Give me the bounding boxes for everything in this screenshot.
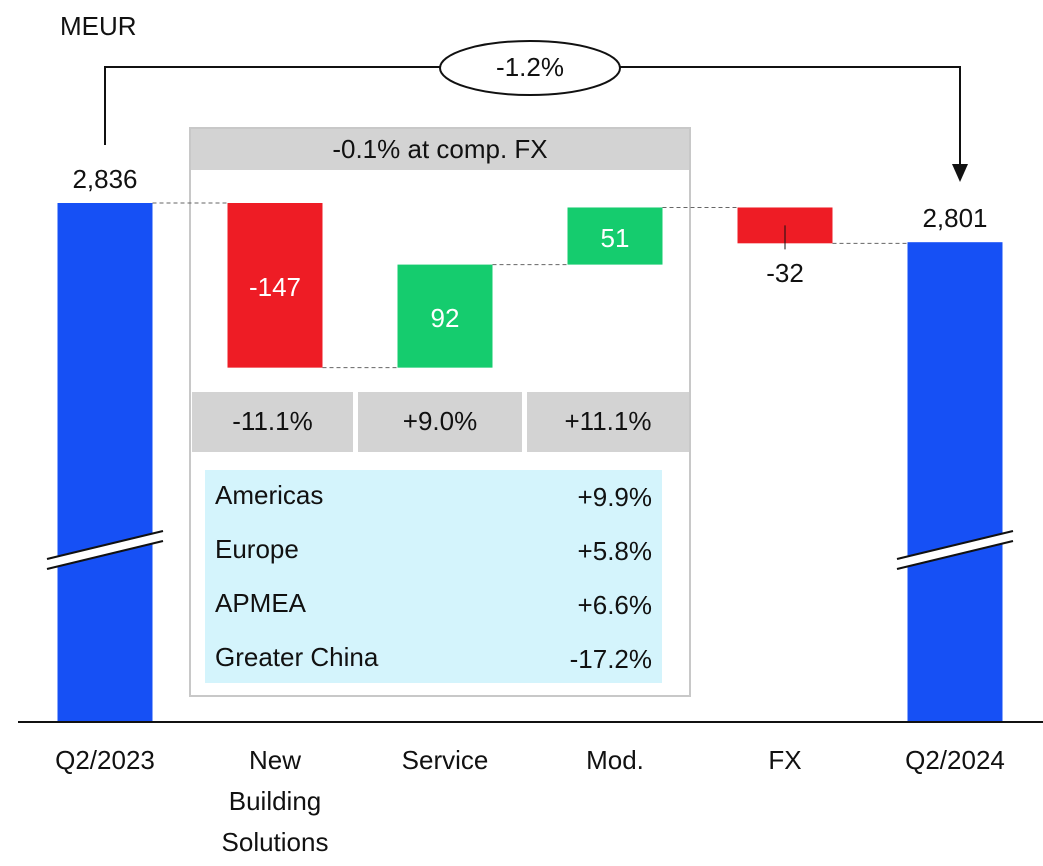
region-change: +6.6% [578, 590, 652, 620]
region-name: Europe [215, 534, 299, 564]
axis-break [897, 531, 1013, 569]
segment-change: -11.1% [232, 406, 312, 436]
value-label: -147 [249, 272, 301, 302]
value-label: 2,801 [922, 203, 987, 233]
segment-cell [527, 392, 689, 452]
region-name: Americas [215, 480, 323, 510]
change-ellipse [439, 40, 621, 96]
comp-fx-change: -0.1% at comp. FX [332, 134, 547, 164]
value-label: 2,836 [72, 164, 137, 194]
axis-break-line [896, 530, 1014, 560]
segment-cell [192, 392, 353, 452]
axis-break-line [896, 540, 1014, 570]
segment-change: +11.1% [565, 406, 652, 436]
region-box [205, 470, 662, 683]
axis-break [47, 531, 163, 569]
value-label: 51 [601, 223, 630, 253]
x-tick-label: Q2/2024 [905, 745, 1005, 775]
value-label: 92 [431, 303, 460, 333]
axis-break-line [46, 540, 164, 570]
x-tick-label: Mod. [586, 745, 644, 775]
value-label: -32 [766, 258, 804, 288]
panel-header [191, 129, 689, 170]
unit-label: MEUR [60, 11, 137, 41]
total-change: -1.2% [496, 52, 564, 82]
arrow-head [952, 164, 968, 182]
segment-cell [358, 392, 522, 452]
region-change: -17.2% [570, 644, 652, 674]
x-tick-label: New Building Solutions [221, 745, 329, 857]
bar [397, 264, 493, 368]
bar [227, 203, 323, 368]
bar [567, 207, 663, 265]
region-name: APMEA [215, 588, 307, 618]
total-bar [57, 203, 153, 722]
region-name: Greater China [215, 642, 379, 672]
segment-change: +9.0% [403, 406, 477, 436]
total-bar [907, 242, 1003, 722]
x-tick-label: Service [401, 745, 489, 775]
x-tick-label: Q2/2023 [55, 745, 155, 775]
region-change: +5.8% [578, 536, 652, 566]
region-change: +9.9% [578, 482, 652, 512]
x-tick-label: FX [768, 745, 802, 775]
axis-break-line [46, 530, 164, 560]
